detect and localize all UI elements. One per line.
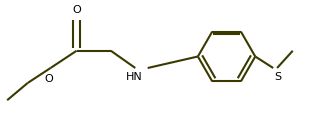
Text: O: O <box>72 5 81 15</box>
Text: HN: HN <box>126 72 143 82</box>
Text: S: S <box>274 72 281 82</box>
Text: O: O <box>45 73 53 83</box>
